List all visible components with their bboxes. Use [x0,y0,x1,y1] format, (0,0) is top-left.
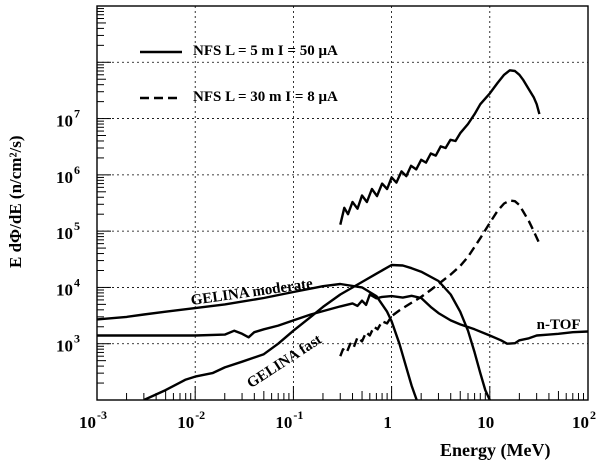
legend-label-nfs-30m: NFS L = 30 m I = 8 μA [193,89,338,105]
y-tick-label: 105 [56,219,80,243]
x-tick-label: 10-1 [275,408,303,432]
x-tick-label-exponent: -3 [97,408,107,422]
x-tick-label: 1 [383,413,392,432]
series-line-4 [143,263,491,400]
legend-lines [140,50,182,100]
x-tick-label-exponent: -1 [293,408,303,422]
series-line-0 [339,69,541,225]
x-tick-label-exponent: 2 [590,408,596,422]
y-tick-label: 106 [56,163,80,187]
series-line-3 [97,293,588,345]
x-tick-label: 10 [477,413,494,432]
x-tick-label: 10-2 [177,408,205,432]
y-tick-label-exponent: 6 [74,163,80,177]
y-tick-label-exponent: 3 [74,332,80,346]
annotation-n-tof: n-TOF [536,316,581,333]
axis-ticks [96,8,585,401]
series-line-2 [97,282,418,400]
y-tick-label: 103 [56,332,80,356]
legend-label-nfs-5m: NFS L = 5 m I = 50 μA [193,43,338,59]
x-axis-label: Energy (MeV) [440,440,551,460]
y-tick-label: 107 [56,107,80,131]
y-tick-label: 104 [56,275,80,299]
x-tick-label: 102 [572,408,596,432]
y-tick-label-exponent: 7 [74,107,80,121]
grid-lines [97,6,588,400]
series-lines [97,69,588,400]
x-tick-label: 10-3 [79,408,107,432]
x-tick-label-exponent: -2 [195,408,205,422]
tick-labels: 10-3 10-2 10-1 1 10 102 103 104 105 106 107 [56,107,596,432]
plot-frame [96,5,589,401]
plot-border [96,5,589,401]
y-axis-label: E dΦ/dE (n/cm²/s) [6,135,25,268]
y-tick-label-exponent: 4 [74,275,80,289]
y-tick-label-exponent: 5 [74,219,80,233]
